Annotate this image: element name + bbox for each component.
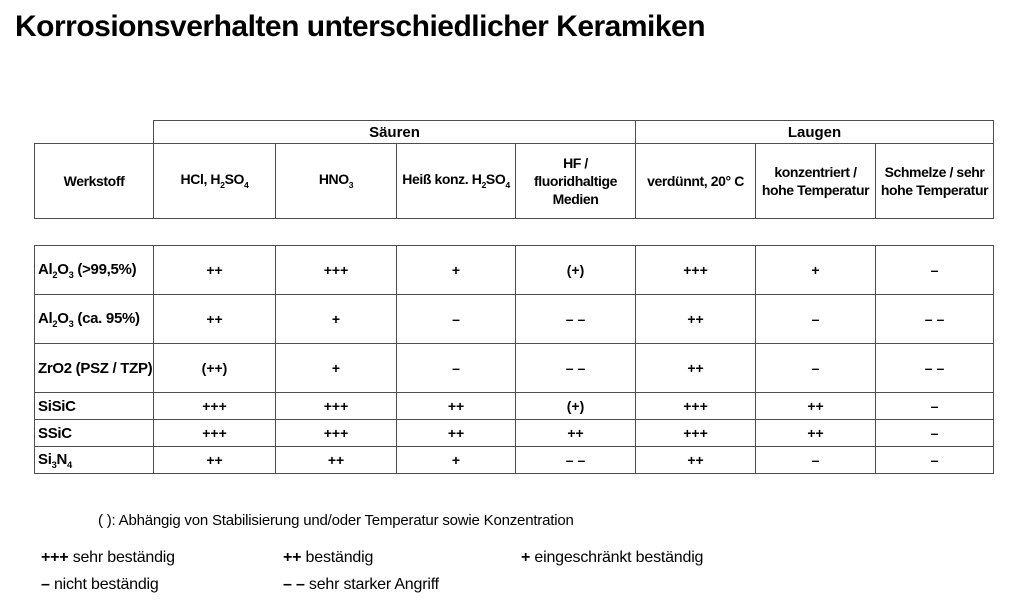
rating-cell: +++ — [635, 419, 756, 447]
rating-cell: + — [755, 245, 876, 295]
column-header-label: konzentriert / hohe Temperatur — [761, 163, 870, 198]
table-row: ZrO2 (PSZ / TZP) (++) + – – – ++ – – – — [34, 343, 994, 393]
column-header-label: HNO3 — [318, 171, 354, 191]
material-cell: SSiC — [34, 419, 154, 447]
material-cell: Al2O3 (ca. 95%) — [34, 294, 154, 344]
column-header: HNO3 — [275, 143, 397, 219]
column-header-label: verdünnt, 20° C — [647, 172, 744, 189]
table-row: SSiC +++ +++ ++ ++ +++ ++ – — [34, 419, 994, 447]
column-header: konzentriert / hohe Temperatur — [755, 143, 876, 219]
rating-cell: – — [396, 343, 516, 393]
rating-cell: ++ — [635, 343, 756, 393]
legend-text: sehr starker Angriff — [308, 576, 439, 593]
legend-item: – – sehr starker Angriff — [283, 576, 521, 594]
legend: +++ sehr beständig ++ beständig + eingesch… — [41, 549, 703, 594]
legend-text: beständig — [305, 549, 374, 566]
rating-cell: + — [275, 343, 397, 393]
legend-item: – nicht beständig — [41, 576, 283, 594]
rating-cell: +++ — [635, 392, 756, 420]
material-cell: ZrO2 (PSZ / TZP) — [34, 343, 154, 393]
legend-symbol: – – — [283, 576, 305, 593]
rating-cell: +++ — [275, 419, 397, 447]
legend-item: + eingeschränkt beständig — [521, 549, 703, 567]
rating-cell: – — [755, 343, 876, 393]
rating-cell: +++ — [153, 419, 276, 447]
rating-cell: ++ — [635, 446, 756, 474]
rating-cell: – – — [515, 343, 636, 393]
column-header-row: Werkstoff HCl, H2SO4 HNO3 Heiß konz. H2SO4 H… — [34, 143, 994, 219]
column-header: verdünnt, 20° C — [635, 143, 756, 219]
rating-cell: ++ — [755, 419, 876, 447]
rating-cell: ++ — [275, 446, 397, 474]
legend-text: eingeschränkt beständig — [534, 549, 704, 566]
rating-cell: ++ — [396, 419, 516, 447]
column-header-label: Heiß konz. H2SO4 — [402, 171, 510, 191]
rating-cell: (+) — [515, 392, 636, 420]
legend-symbol: – — [41, 576, 50, 593]
table-row: Si3N4 ++ ++ + – – ++ – – — [34, 446, 994, 474]
table-row: Al2O3 (ca. 95%) ++ + – – – ++ – – – — [34, 294, 994, 344]
rating-cell: – – — [875, 294, 994, 344]
rating-cell: ++ — [515, 419, 636, 447]
rating-cell: (+) — [515, 245, 636, 295]
corrosion-table-body: Al2O3 (>99,5%) ++ +++ + (+) +++ + – Al2O3 (ca. 9… — [34, 245, 994, 474]
rating-cell: – — [396, 294, 516, 344]
rating-cell: – — [755, 446, 876, 474]
rating-cell: (++) — [153, 343, 276, 393]
rating-cell: – – — [515, 446, 636, 474]
column-header: Werkstoff — [34, 143, 154, 219]
rating-cell: – — [755, 294, 876, 344]
group-header: Laugen — [635, 120, 994, 144]
legend-text: sehr beständig — [72, 549, 175, 566]
rating-cell: – – — [875, 343, 994, 393]
material-cell: Si3N4 — [34, 446, 154, 474]
rating-cell: +++ — [153, 392, 276, 420]
corrosion-table-header: Säuren Laugen Werkstoff HCl, H2SO4 HNO3 Heiß… — [34, 120, 994, 219]
table-row: Al2O3 (>99,5%) ++ +++ + (+) +++ + – — [34, 245, 994, 295]
column-header: Schmelze / sehr hohe Temperatur — [875, 143, 994, 219]
column-header-label: Werkstoff — [63, 172, 125, 189]
page-title: Korrosionsverhalten unterschiedlicher Ke… — [15, 10, 706, 43]
legend-text: nicht beständig — [53, 576, 159, 593]
header-spacer — [35, 121, 154, 144]
rating-cell: – — [875, 446, 994, 474]
column-header: HF / fluoridhaltige Medien — [515, 143, 636, 219]
column-header-label: HCl, H2SO4 — [180, 171, 249, 191]
legend-symbol: + — [521, 549, 531, 566]
column-header: Heiß konz. H2SO4 — [396, 143, 516, 219]
group-header: Säuren — [153, 120, 636, 144]
rating-cell: – — [875, 392, 994, 420]
rating-cell: – – — [515, 294, 636, 344]
legend-symbol: +++ — [41, 549, 69, 566]
material-cell: SiSiC — [34, 392, 154, 420]
rating-cell: ++ — [153, 446, 276, 474]
legend-item: +++ sehr beständig — [41, 549, 283, 567]
rating-cell: +++ — [275, 245, 397, 295]
rating-cell: ++ — [153, 245, 276, 295]
rating-cell: – — [875, 245, 994, 295]
group-header-row: Säuren Laugen — [35, 120, 994, 144]
column-header-label: Schmelze / sehr hohe Temperatur — [880, 163, 989, 198]
rating-cell: +++ — [635, 245, 756, 295]
material-cell: Al2O3 (>99,5%) — [34, 245, 154, 295]
legend-symbol: ++ — [283, 549, 302, 566]
rating-cell: ++ — [153, 294, 276, 344]
rating-cell: – — [875, 419, 994, 447]
table-footnote: ( ): Abhängig von Stabilisierung und/ode… — [98, 512, 574, 529]
rating-cell: ++ — [755, 392, 876, 420]
rating-cell: + — [396, 245, 516, 295]
rating-cell: + — [396, 446, 516, 474]
rating-cell: +++ — [275, 392, 397, 420]
column-header-label: HF / fluoridhaltige Medien — [533, 154, 618, 208]
column-header: HCl, H2SO4 — [153, 143, 276, 219]
rating-cell: ++ — [635, 294, 756, 344]
rating-cell: ++ — [396, 392, 516, 420]
table-row: SiSiC +++ +++ ++ (+) +++ ++ – — [34, 392, 994, 420]
legend-item: ++ beständig — [283, 549, 521, 567]
rating-cell: + — [275, 294, 397, 344]
